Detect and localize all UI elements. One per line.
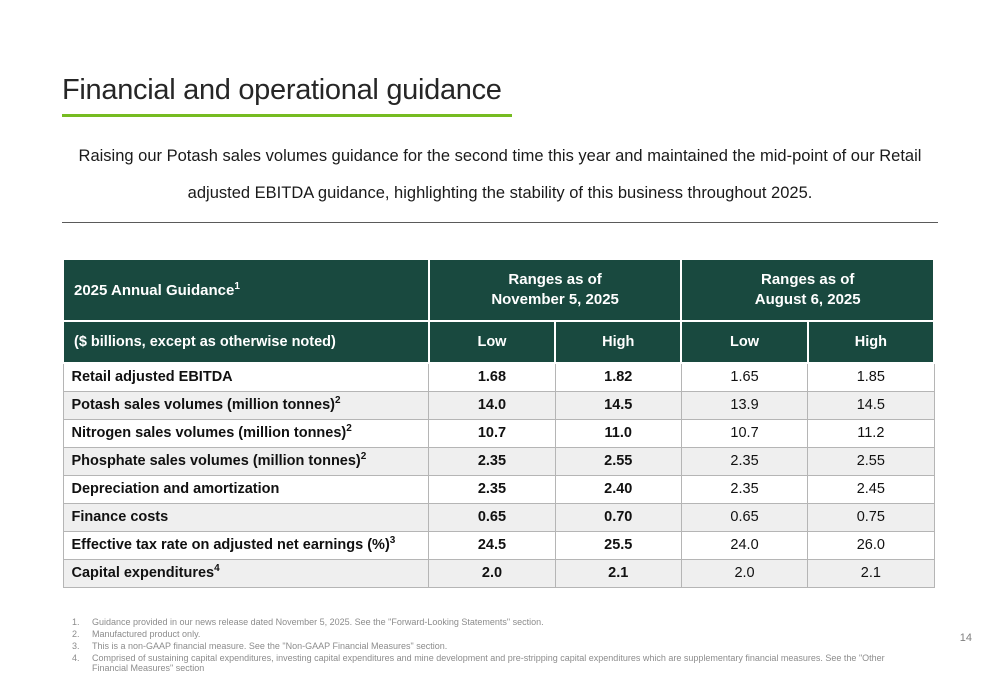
value-cell-nov-high: 1.82 xyxy=(554,362,682,392)
ranges-august-header: Ranges as of August 6, 2025 xyxy=(680,258,935,322)
august-low-header: Low xyxy=(680,320,809,364)
value-cell-nov-low: 10.7 xyxy=(428,418,556,448)
value-cell-nov-low: 2.0 xyxy=(428,558,556,588)
row-label-cell: Potash sales volumes (million tonnes)2 xyxy=(62,390,430,420)
value-cell-nov-high: 25.5 xyxy=(554,530,682,560)
table-row: Potash sales volumes (million tonnes)2 1… xyxy=(62,390,935,420)
page-number: 14 xyxy=(959,632,972,644)
table-group-header-row: 2025 Annual Guidance1 Ranges as of Novem… xyxy=(62,258,935,322)
footnote-number: 2. xyxy=(72,629,80,639)
ranges-november-line1: Ranges as of xyxy=(508,271,602,288)
value-cell-aug-low: 0.65 xyxy=(680,502,809,532)
value-cell-aug-high: 0.75 xyxy=(807,502,935,532)
august-high-header: High xyxy=(806,320,936,364)
table-subheader-row: ($ billions, except as otherwise noted) … xyxy=(62,320,936,364)
row-label: Phosphate sales volumes (million tonnes) xyxy=(71,453,361,469)
value-cell-aug-high: 11.2 xyxy=(807,418,935,448)
footnote-number: 4. xyxy=(72,653,80,663)
table-row: Depreciation and amortization 2.35 2.40 … xyxy=(62,474,935,504)
row-label: Capital expenditures xyxy=(71,565,215,581)
table-row: Nitrogen sales volumes (million tonnes)2… xyxy=(62,418,935,448)
row-label-cell: Depreciation and amortization xyxy=(62,474,430,504)
unit-note-cell: ($ billions, except as otherwise noted) xyxy=(62,320,430,364)
row-label-cell: Nitrogen sales volumes (million tonnes)2 xyxy=(62,418,430,448)
value-cell-nov-high: 2.40 xyxy=(554,474,682,504)
footnote-3: 3. This is a non-GAAP financial measure.… xyxy=(72,641,892,652)
november-high-header: High xyxy=(554,320,683,364)
row-label: Nitrogen sales volumes (million tonnes) xyxy=(71,425,347,441)
value-cell-aug-low: 2.35 xyxy=(680,446,809,476)
value-cell-nov-low: 2.35 xyxy=(428,446,556,476)
value-cell-nov-high: 0.70 xyxy=(554,502,682,532)
row-label-cell: Finance costs xyxy=(62,502,430,532)
guidance-table: 2025 Annual Guidance1 Ranges as of Novem… xyxy=(62,258,936,588)
row-label-cell: Retail adjusted EBITDA xyxy=(62,362,430,392)
row-superscript: 2 xyxy=(334,395,341,407)
row-label: Depreciation and amortization xyxy=(71,481,280,497)
footnote-number: 1. xyxy=(72,617,80,627)
footnote-text: Guidance provided in our news release da… xyxy=(92,617,544,627)
value-cell-aug-high: 2.55 xyxy=(807,446,935,476)
footnote-text: This is a non-GAAP financial measure. Se… xyxy=(92,641,448,651)
row-superscript: 3 xyxy=(389,535,396,547)
title-accent-underline xyxy=(62,114,512,117)
subtitle-line-1: Raising our Potash sales volumes guidanc… xyxy=(78,147,922,165)
horizontal-divider xyxy=(62,222,938,223)
value-cell-nov-low: 1.68 xyxy=(428,362,556,392)
value-cell-aug-low: 13.9 xyxy=(680,390,809,420)
table-title-cell: 2025 Annual Guidance1 xyxy=(62,258,430,322)
footnote-2: 2. Manufactured product only. xyxy=(72,629,892,640)
ranges-november-line2: November 5, 2025 xyxy=(491,291,619,308)
row-label: Effective tax rate on adjusted net earni… xyxy=(71,537,390,553)
page-title: Financial and operational guidance xyxy=(62,74,502,106)
row-label: Potash sales volumes (million tonnes) xyxy=(71,397,335,413)
slide-subtitle: Raising our Potash sales volumes guidanc… xyxy=(0,138,1000,212)
footnote-4: 4. Comprised of sustaining capital expen… xyxy=(72,653,892,673)
row-label: Finance costs xyxy=(71,509,169,525)
value-cell-aug-low: 1.65 xyxy=(680,362,809,392)
value-cell-aug-high: 2.1 xyxy=(807,558,935,588)
footnote-text: Manufactured product only. xyxy=(92,629,201,639)
row-superscript: 2 xyxy=(346,423,352,435)
table-row: Retail adjusted EBITDA 1.68 1.82 1.65 1.… xyxy=(62,362,935,392)
ranges-november-header: Ranges as of November 5, 2025 xyxy=(427,258,683,322)
row-superscript: 4 xyxy=(214,563,220,575)
row-label-cell: Effective tax rate on adjusted net earni… xyxy=(62,530,430,560)
value-cell-nov-low: 2.35 xyxy=(428,474,556,504)
footnote-1: 1. Guidance provided in our news release… xyxy=(72,617,892,628)
value-cell-aug-low: 2.0 xyxy=(680,558,809,588)
value-cell-nov-low: 24.5 xyxy=(428,530,556,560)
value-cell-aug-high: 1.85 xyxy=(807,362,935,392)
value-cell-nov-low: 14.0 xyxy=(428,390,556,420)
ranges-august-line2: August 6, 2025 xyxy=(754,291,861,308)
value-cell-aug-high: 2.45 xyxy=(807,474,935,504)
value-cell-nov-high: 14.5 xyxy=(554,390,682,420)
footnote-number: 3. xyxy=(72,641,80,651)
value-cell-aug-high: 14.5 xyxy=(807,390,935,420)
footnote-text: Comprised of sustaining capital expendit… xyxy=(92,653,885,673)
row-label-cell: Phosphate sales volumes (million tonnes)… xyxy=(62,446,430,476)
value-cell-aug-low: 10.7 xyxy=(680,418,809,448)
value-cell-aug-low: 2.35 xyxy=(680,474,809,504)
table-row: Phosphate sales volumes (million tonnes)… xyxy=(62,446,935,476)
value-cell-nov-low: 0.65 xyxy=(428,502,556,532)
table-title-superscript: 1 xyxy=(234,280,240,292)
footnotes: 1. Guidance provided in our news release… xyxy=(72,617,892,676)
subtitle-line-2: adjusted EBITDA guidance, highlighting t… xyxy=(187,184,813,202)
row-label-cell: Capital expenditures4 xyxy=(62,558,430,588)
value-cell-nov-high: 11.0 xyxy=(554,418,682,448)
table-row: Finance costs 0.65 0.70 0.65 0.75 xyxy=(62,502,935,532)
value-cell-aug-high: 26.0 xyxy=(807,530,935,560)
ranges-august-line1: Ranges as of xyxy=(761,271,855,288)
table-title: 2025 Annual Guidance xyxy=(74,281,235,299)
value-cell-nov-high: 2.1 xyxy=(554,558,682,588)
row-superscript: 2 xyxy=(360,451,367,463)
november-low-header: Low xyxy=(427,320,557,364)
value-cell-aug-low: 24.0 xyxy=(680,530,809,560)
value-cell-nov-high: 2.55 xyxy=(554,446,682,476)
table-row: Capital expenditures4 2.0 2.1 2.0 2.1 xyxy=(62,558,935,588)
table-row: Effective tax rate on adjusted net earni… xyxy=(62,530,935,560)
row-label: Retail adjusted EBITDA xyxy=(71,369,233,386)
